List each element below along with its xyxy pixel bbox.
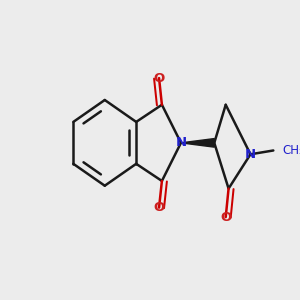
Text: O: O <box>153 72 165 85</box>
Text: N: N <box>176 136 187 149</box>
Text: CH₃: CH₃ <box>282 144 300 157</box>
Text: O: O <box>153 201 165 214</box>
Polygon shape <box>181 139 214 147</box>
Text: O: O <box>220 211 231 224</box>
Text: N: N <box>245 148 256 161</box>
